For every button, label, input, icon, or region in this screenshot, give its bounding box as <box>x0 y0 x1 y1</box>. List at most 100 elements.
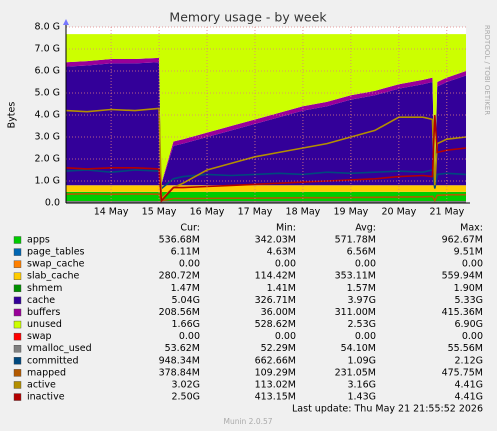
legend-label: inactive <box>27 392 65 403</box>
legend-swatch <box>13 236 22 244</box>
legend-stat: 6.11M <box>171 247 200 258</box>
legend-label: committed <box>27 355 79 366</box>
legend-stat: 3.16G <box>347 379 376 390</box>
chart-title: Memory usage - by week <box>169 10 327 25</box>
x-tick-label: 20 May <box>381 207 416 218</box>
area <box>66 62 466 186</box>
legend-swatch <box>13 345 22 353</box>
last-update: Last update: Thu May 21 21:55:52 2026 <box>292 404 483 415</box>
legend-stat: 536.68M <box>159 235 200 246</box>
legend-stat: 114.42M <box>255 271 296 282</box>
y-tick-label: 6.0 G <box>35 66 61 77</box>
legend-swatch <box>13 369 22 377</box>
legend-stat: 559.94M <box>442 271 483 282</box>
legend-stat: 962.67M <box>442 235 483 246</box>
legend-stat: 54.10M <box>341 343 376 354</box>
legend-stat: 0.00 <box>275 331 296 342</box>
legend-stat: 208.56M <box>159 307 200 318</box>
legend-swatch <box>13 296 22 305</box>
legend-stat: 1.90M <box>454 283 483 294</box>
legend-stat: 0.00 <box>355 331 376 342</box>
version: Munin 2.0.57 <box>223 417 272 426</box>
legend-stat: 6.90G <box>454 319 483 330</box>
legend-stat: 0.00 <box>462 259 483 270</box>
legend-stat: 326.71M <box>255 295 296 306</box>
legend-stat: 528.62M <box>255 319 296 330</box>
legend-stat: 53.62M <box>165 343 200 354</box>
legend-stat: 1.57M <box>347 283 376 294</box>
legend-label: page_tables <box>27 247 85 258</box>
legend-label: swap_cache <box>27 259 85 270</box>
legend-stat: 9.51M <box>454 247 483 258</box>
legend-stat: 5.04G <box>171 295 200 306</box>
legend-stat: 2.53G <box>347 319 376 330</box>
legend-stat: 415.36M <box>442 307 483 318</box>
y-tick-label: 4.0 G <box>35 110 61 121</box>
y-tick-label: 7.0 G <box>35 44 61 55</box>
y-tick-label: 0.0 <box>45 198 60 209</box>
legend-stat: 1.66G <box>171 319 200 330</box>
legend-stat: 378.84M <box>159 367 200 378</box>
legend-stat: 231.05M <box>335 367 376 378</box>
y-tick-label: 3.0 G <box>35 132 61 143</box>
legend-stat: 1.47M <box>171 283 200 294</box>
legend-swatch <box>13 272 22 280</box>
legend-header: Max: <box>460 223 483 234</box>
legend-stat: 109.29M <box>255 367 296 378</box>
legend-stat: 5.33G <box>454 295 483 306</box>
legend-label: shmem <box>27 283 62 294</box>
legend-swatch <box>13 284 22 293</box>
legend-stat: 662.66M <box>255 355 296 366</box>
legend-stat: 52.29M <box>261 343 296 354</box>
legend-stat: 4.41G <box>454 392 483 403</box>
legend-stat: 0.00 <box>179 259 200 270</box>
legend-swatch <box>13 248 22 256</box>
legend-label: apps <box>27 235 50 246</box>
legend-stat: 948.34M <box>159 355 200 366</box>
area <box>66 185 466 192</box>
x-tick-label: 17 May <box>238 207 273 218</box>
y-tick-label: 8.0 G <box>35 22 61 33</box>
legend-stat: 475.75M <box>442 367 483 378</box>
legend-label: active <box>27 379 56 390</box>
legend-stat: 36.00M <box>261 307 296 318</box>
x-tick-label: 14 May <box>94 207 129 218</box>
legend-stat: 571.78M <box>335 235 376 246</box>
legend-stat: 4.63M <box>267 247 296 258</box>
legend-stat: 3.02G <box>171 379 200 390</box>
legend-swatch <box>13 357 22 365</box>
legend-stat: 113.02M <box>255 379 296 390</box>
legend-stat: 311.00M <box>335 307 376 318</box>
legend-header: Min: <box>276 223 296 234</box>
legend-stat: 413.15M <box>255 392 296 403</box>
legend-label: vmalloc_used <box>27 343 92 354</box>
legend-swatch <box>13 308 22 317</box>
legend-swatch <box>13 393 22 401</box>
y-axis-label: Bytes <box>7 102 18 129</box>
legend-stat: 0.00 <box>179 331 200 342</box>
x-tick-label: 15 May <box>142 207 177 218</box>
legend-swatch <box>13 260 22 268</box>
legend-header: Cur: <box>180 223 200 234</box>
y-tick-label: 5.0 G <box>35 88 61 99</box>
legend-label: swap <box>27 331 52 342</box>
legend-label: buffers <box>27 307 60 318</box>
x-tick-label: 21 May <box>429 207 464 218</box>
legend-stat: 55.56M <box>448 343 483 354</box>
legend-swatch <box>13 320 22 329</box>
legend-stat: 353.11M <box>335 271 376 282</box>
legend-stat: 1.09G <box>347 355 376 366</box>
legend-stat: 0.00 <box>462 331 483 342</box>
legend-stat: 1.41M <box>267 283 296 294</box>
legend-stat: 0.00 <box>275 259 296 270</box>
y-tick-label: 1.0 G <box>35 176 61 187</box>
x-tick-label: 19 May <box>334 207 369 218</box>
legend-swatch <box>13 381 22 389</box>
legend-stat: 6.56M <box>347 247 376 258</box>
legend-stat: 280.72M <box>159 271 200 282</box>
plot <box>65 34 467 203</box>
x-tick-label: 18 May <box>286 207 321 218</box>
side-text: RRDTOOL / TOBI OETIKER <box>483 25 491 115</box>
